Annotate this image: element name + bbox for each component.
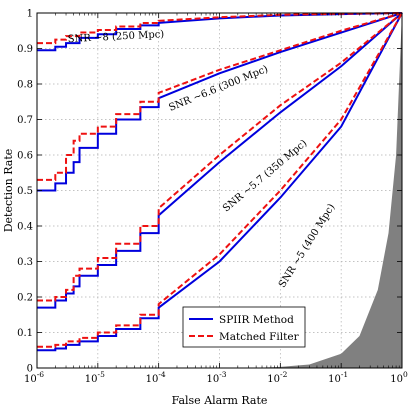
- y-tick-label: 0.2: [17, 293, 33, 304]
- series-line-matched-filter: [37, 12, 403, 302]
- series-line-matched-filter: [37, 12, 403, 348]
- y-tick-label: 0.1: [17, 328, 33, 339]
- shaded-region: [248, 13, 402, 368]
- series-line-spiir: [37, 12, 403, 309]
- x-tick-label: 10-1: [328, 370, 348, 385]
- x-tick-label: 10-5: [85, 370, 105, 385]
- legend: SPIIR Method Matched Filter: [182, 306, 306, 348]
- series-line-spiir: [37, 12, 403, 52]
- x-tick-label: 10-6: [24, 370, 44, 385]
- snr-annotation: SNR ~8 (250 Mpc): [68, 29, 165, 45]
- y-tick-label: 0.4: [17, 222, 33, 233]
- series-line-matched-filter: [37, 12, 403, 45]
- y-tick-label: 1: [27, 9, 33, 20]
- x-axis-label: False Alarm Rate: [172, 394, 268, 407]
- series-lines: [37, 12, 403, 352]
- series-line-spiir: [37, 12, 403, 352]
- x-tick-label: 10-2: [267, 370, 287, 385]
- y-tick-label: 0.8: [17, 80, 33, 91]
- y-axis-label: Detection Rate: [2, 149, 15, 233]
- x-tick-label: 10-4: [146, 370, 166, 385]
- y-tick-label: 0.5: [17, 186, 33, 197]
- axis-ticks: 10-6 10-5 10-4 10-3 10-2 10-1 100 0 0.1 0.2 0.3 0.4…: [17, 9, 408, 386]
- x-tick-label: 100: [390, 370, 408, 385]
- legend-box: [182, 306, 306, 348]
- y-tick-label: 0.7: [17, 115, 33, 126]
- y-tick-label: 0.9: [17, 44, 33, 55]
- shaded-area: [248, 13, 402, 368]
- legend-label-spiir: SPIIR Method: [219, 314, 294, 326]
- y-tick-label: 0: [27, 364, 33, 375]
- x-tick-label: 10-3: [206, 370, 226, 385]
- snr-annotation: SNR ~5 (400 Mpc): [277, 202, 338, 290]
- y-tick-label: 0.6: [17, 151, 33, 162]
- y-tick-label: 0.3: [17, 257, 33, 268]
- legend-label-matched-filter: Matched Filter: [219, 331, 300, 343]
- series-line-spiir: [37, 12, 403, 192]
- series-line-matched-filter: [37, 12, 403, 181]
- annotations: SNR ~8 (250 Mpc)SNR ~6.6 (300 Mpc)SNR ~5…: [68, 29, 338, 290]
